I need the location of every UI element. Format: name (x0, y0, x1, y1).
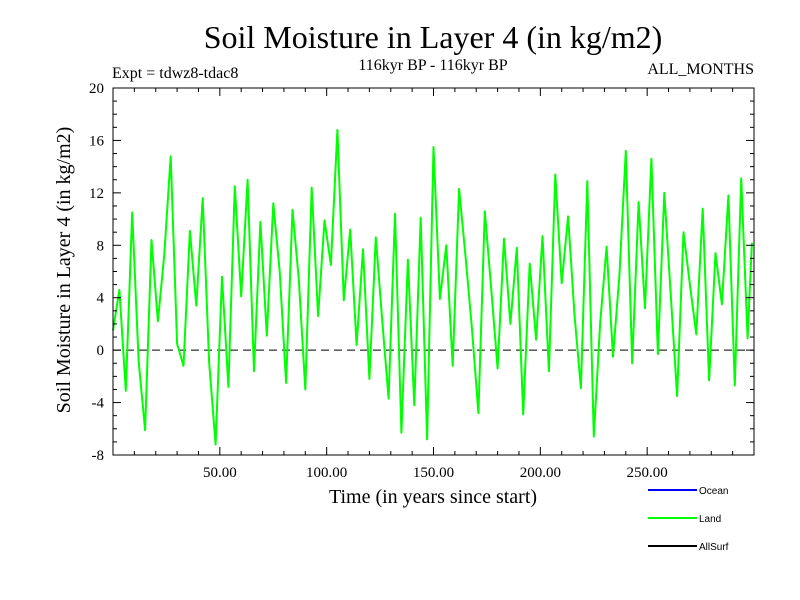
series-line-land (112, 128, 753, 446)
y-tick-label: -8 (92, 448, 105, 464)
x-tick-label: 150.00 (413, 465, 454, 481)
y-tick-label: 20 (89, 81, 104, 97)
period-label: ALL_MONTHS (647, 61, 754, 78)
y-tick-label: 12 (89, 186, 104, 202)
chart-subtitle: 116kyr BP - 116kyr BP (358, 57, 507, 74)
x-tick-label: 200.00 (520, 465, 561, 481)
x-tick-label: 50.00 (203, 465, 237, 481)
y-tick-label: -4 (92, 396, 105, 412)
y-tick-label: 8 (97, 238, 105, 254)
x-axis-label: Time (in years since start) (329, 486, 537, 508)
plot-area: -8 -4 0 4 8 12 16 20 50.00 100.00 150.00 200.00 250.… (89, 81, 755, 481)
x-tick-label: 100.00 (306, 465, 347, 481)
legend: Ocean Land AllSurf (648, 486, 729, 553)
legend-label-land: Land (699, 514, 721, 525)
x-tick-label: 250.00 (627, 465, 668, 481)
legend-label-ocean: Ocean (699, 486, 728, 497)
y-tick-label: 4 (97, 291, 105, 307)
y-tick-label: 16 (89, 133, 105, 149)
y-tick-label: 0 (97, 343, 105, 359)
legend-label-allsurf: AllSurf (699, 542, 729, 553)
plot-frame (112, 87, 755, 456)
y-axis-label: Soil Moisture in Layer 4 (in kg/m2) (53, 127, 75, 414)
experiment-label: Expt = tdwz8-tdac8 (112, 65, 238, 82)
chart-title: Soil Moisture in Layer 4 (in kg/m2) (204, 19, 663, 55)
